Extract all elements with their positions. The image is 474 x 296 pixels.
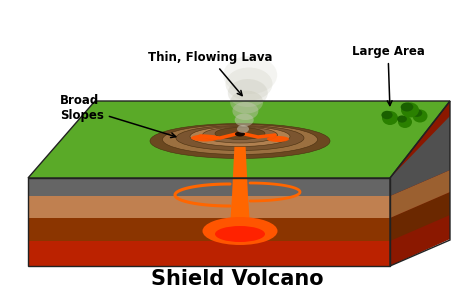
Ellipse shape [412,109,422,117]
Ellipse shape [382,111,392,119]
Polygon shape [28,178,390,196]
Ellipse shape [202,127,277,143]
Polygon shape [390,116,450,196]
Ellipse shape [397,115,407,123]
Ellipse shape [150,123,330,158]
Ellipse shape [230,91,263,113]
Ellipse shape [202,217,277,245]
Ellipse shape [215,128,265,139]
Polygon shape [28,101,450,178]
Ellipse shape [190,126,290,147]
Ellipse shape [223,56,277,94]
Polygon shape [230,134,250,226]
Text: Shield Volcano: Shield Volcano [151,269,323,289]
Text: Thin, Flowing Lava: Thin, Flowing Lava [148,51,272,96]
Ellipse shape [163,125,318,155]
Ellipse shape [382,111,398,125]
Ellipse shape [412,110,428,123]
Ellipse shape [215,226,265,242]
Polygon shape [28,241,390,266]
Text: Broad
Slopes: Broad Slopes [60,94,176,138]
Ellipse shape [228,79,268,107]
Polygon shape [28,218,390,241]
Ellipse shape [398,116,412,128]
Text: Large Area: Large Area [352,45,424,105]
Polygon shape [28,196,390,218]
Ellipse shape [191,134,219,141]
Polygon shape [390,192,450,241]
Ellipse shape [226,67,273,101]
Ellipse shape [176,126,304,150]
Ellipse shape [237,125,249,133]
Ellipse shape [235,113,254,126]
Ellipse shape [232,102,258,120]
Ellipse shape [401,102,419,118]
Ellipse shape [401,102,413,112]
Ellipse shape [267,136,289,142]
Ellipse shape [235,131,245,136]
Polygon shape [390,170,450,218]
Polygon shape [390,101,450,266]
